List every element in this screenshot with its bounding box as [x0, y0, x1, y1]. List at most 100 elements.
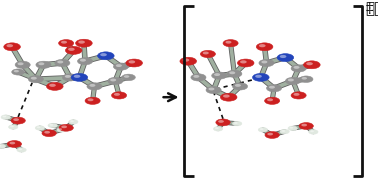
Circle shape [87, 83, 102, 90]
Circle shape [215, 127, 218, 129]
Circle shape [310, 130, 314, 132]
Circle shape [220, 93, 237, 101]
Circle shape [37, 126, 40, 128]
Circle shape [11, 117, 25, 124]
Circle shape [180, 57, 197, 65]
Circle shape [277, 54, 294, 62]
Circle shape [76, 39, 92, 47]
Circle shape [87, 98, 93, 101]
Circle shape [48, 123, 57, 128]
Circle shape [266, 85, 282, 92]
Circle shape [258, 128, 268, 132]
Circle shape [223, 40, 238, 47]
Circle shape [309, 130, 318, 134]
Circle shape [265, 97, 280, 104]
Circle shape [10, 125, 14, 127]
Circle shape [261, 60, 267, 63]
Circle shape [280, 129, 289, 134]
Circle shape [214, 127, 223, 131]
Circle shape [265, 132, 279, 138]
Circle shape [74, 75, 81, 78]
Circle shape [183, 58, 189, 62]
Circle shape [12, 69, 25, 75]
Circle shape [3, 116, 6, 117]
Circle shape [240, 60, 247, 64]
Circle shape [55, 59, 70, 67]
Circle shape [253, 73, 269, 81]
Circle shape [78, 40, 85, 44]
Circle shape [302, 77, 307, 80]
Circle shape [0, 145, 2, 147]
Circle shape [126, 59, 143, 67]
Circle shape [218, 120, 224, 123]
Circle shape [6, 44, 13, 47]
Circle shape [227, 70, 242, 77]
Circle shape [285, 77, 301, 85]
Circle shape [306, 62, 313, 65]
Circle shape [50, 124, 53, 126]
Circle shape [46, 82, 63, 90]
Circle shape [57, 60, 63, 63]
Circle shape [15, 61, 30, 68]
Circle shape [267, 98, 273, 101]
Circle shape [35, 126, 45, 130]
Circle shape [200, 50, 215, 58]
Circle shape [38, 62, 44, 65]
Circle shape [28, 76, 43, 83]
Text:            :             [366, 2, 378, 16]
Circle shape [65, 46, 82, 54]
Circle shape [282, 130, 285, 132]
Circle shape [42, 130, 56, 137]
Circle shape [208, 87, 214, 90]
Circle shape [260, 128, 263, 130]
Circle shape [267, 133, 273, 135]
Circle shape [1, 115, 10, 119]
Circle shape [293, 93, 299, 96]
Circle shape [237, 59, 254, 67]
Circle shape [129, 60, 135, 64]
Circle shape [59, 128, 62, 130]
Circle shape [110, 78, 116, 81]
Circle shape [232, 83, 248, 90]
Circle shape [9, 125, 18, 129]
Circle shape [4, 43, 20, 51]
Circle shape [114, 93, 120, 96]
Circle shape [71, 73, 88, 81]
Circle shape [259, 59, 274, 67]
Circle shape [108, 77, 123, 85]
Circle shape [100, 53, 107, 56]
Circle shape [19, 148, 22, 150]
Circle shape [301, 124, 307, 126]
Circle shape [68, 48, 75, 51]
Circle shape [124, 75, 129, 78]
Circle shape [112, 92, 127, 99]
Circle shape [255, 75, 262, 78]
Circle shape [17, 148, 26, 152]
Circle shape [85, 97, 100, 104]
Circle shape [0, 144, 6, 148]
Circle shape [232, 121, 242, 126]
Circle shape [223, 94, 230, 98]
Circle shape [293, 66, 299, 69]
Circle shape [291, 65, 306, 72]
Circle shape [61, 41, 67, 44]
Circle shape [291, 92, 306, 99]
Circle shape [62, 74, 77, 81]
Circle shape [61, 125, 67, 128]
Circle shape [214, 73, 220, 76]
Circle shape [280, 55, 287, 58]
Circle shape [44, 131, 50, 134]
Circle shape [9, 142, 15, 144]
Circle shape [235, 84, 241, 87]
Circle shape [31, 77, 37, 80]
Circle shape [113, 63, 129, 70]
Circle shape [216, 119, 230, 126]
Circle shape [269, 86, 275, 89]
Circle shape [234, 122, 238, 124]
Circle shape [288, 78, 294, 81]
Circle shape [206, 86, 221, 94]
Circle shape [304, 61, 320, 69]
Circle shape [13, 118, 19, 121]
Circle shape [193, 75, 199, 78]
Circle shape [57, 128, 66, 132]
